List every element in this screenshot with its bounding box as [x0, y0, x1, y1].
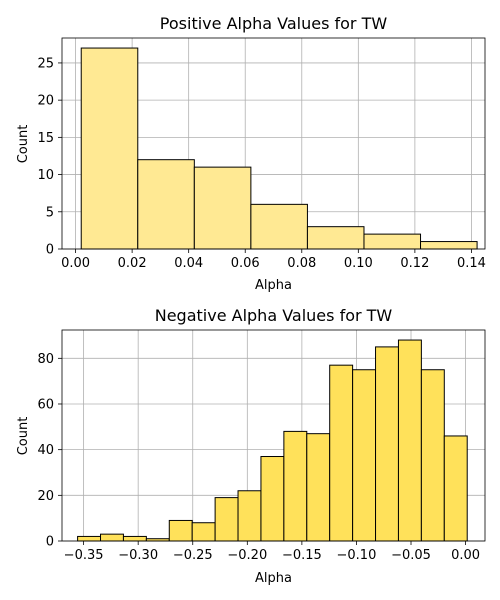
x-tick-label: 0.04 [174, 256, 203, 271]
histogram-bar [137, 159, 195, 250]
histogram-bar [397, 339, 422, 542]
plot-frame [61, 329, 486, 542]
x-tick-label: −0.25 [173, 548, 213, 563]
histogram-bar [260, 456, 285, 542]
x-tick-label: −0.30 [118, 548, 158, 563]
histogram-bar [306, 226, 365, 250]
x-tick-label: 0.10 [344, 256, 373, 271]
y-tick-label: 0 [46, 243, 54, 258]
y-tick-label: 20 [37, 94, 54, 109]
negative-alpha-histogram: Negative Alpha Values for TW −0.35 −0.30−… [16, 306, 486, 586]
x-tick-label: 0.02 [118, 256, 147, 271]
histogram-bar [329, 364, 354, 542]
chart-title: Negative Alpha Values for TW [155, 306, 393, 325]
histogram-bar [420, 241, 478, 250]
x-tick-label: −0.35 [64, 548, 104, 563]
chart-title: Positive Alpha Values for TW [160, 14, 388, 33]
histogram-bar [168, 519, 193, 542]
y-tick-label: 15 [37, 131, 54, 146]
y-tick-label: 40 [37, 443, 54, 458]
plot-frame [61, 37, 486, 250]
x-tick-label: 0.12 [400, 256, 429, 271]
x-tick-label: 0.00 [61, 256, 90, 271]
histogram-bar [193, 166, 252, 250]
histogram-bar [191, 522, 216, 542]
histogram-bar [214, 497, 239, 542]
histogram-bar [443, 435, 468, 542]
x-tick-label: −0.20 [227, 548, 267, 563]
bars [77, 339, 468, 542]
histogram-bar [283, 430, 308, 542]
histogram-bar [420, 369, 445, 542]
y-axis-label: Count [16, 125, 31, 164]
histogram-bar [80, 47, 139, 250]
x-axis-label: Alpha [255, 571, 292, 586]
x-axis-label: Alpha [255, 278, 292, 293]
y-tick-label: 80 [37, 352, 54, 367]
positive-alpha-histogram: Positive Alpha Values for TW 0.00 0.02 0.0… [16, 14, 486, 293]
y-ticks: 0 5 10 15 20 25 [37, 56, 62, 258]
y-tick-label: 60 [37, 397, 54, 412]
x-tick-label: 0.14 [457, 256, 486, 271]
y-tick-label: 5 [46, 205, 54, 220]
y-axis-label: Count [16, 417, 31, 456]
histogram-bar [77, 535, 102, 542]
x-tick-label: 0.08 [287, 256, 316, 271]
y-tick-label: 20 [37, 489, 54, 504]
x-tick-label: −0.15 [282, 548, 322, 563]
histogram-bar [250, 203, 308, 250]
x-tick-label: 0.06 [231, 256, 260, 271]
y-ticks: 0 20 40 60 80 [37, 352, 62, 550]
x-tick-label: −0.05 [391, 548, 431, 563]
histogram-bar [352, 369, 377, 542]
x-tick-label: 0.00 [451, 548, 480, 563]
y-tick-label: 25 [37, 56, 54, 71]
x-tick-label: −0.10 [337, 548, 377, 563]
histogram-bar [237, 490, 262, 542]
y-tick-label: 0 [46, 535, 54, 550]
x-ticks: −0.35 −0.30 −0.25 −0.20 −0.15 −0.10 −0.05 0.00 [64, 541, 480, 563]
histogram-bar [375, 346, 399, 542]
histogram-bar [363, 233, 422, 250]
histogram-bar [122, 535, 147, 542]
histogram-bar [306, 433, 331, 542]
x-ticks: 0.00 0.02 0.04 0.06 0.08 0.10 0.12 0.14 [61, 249, 486, 271]
histogram-bar [100, 533, 124, 542]
y-tick-label: 10 [37, 168, 54, 183]
